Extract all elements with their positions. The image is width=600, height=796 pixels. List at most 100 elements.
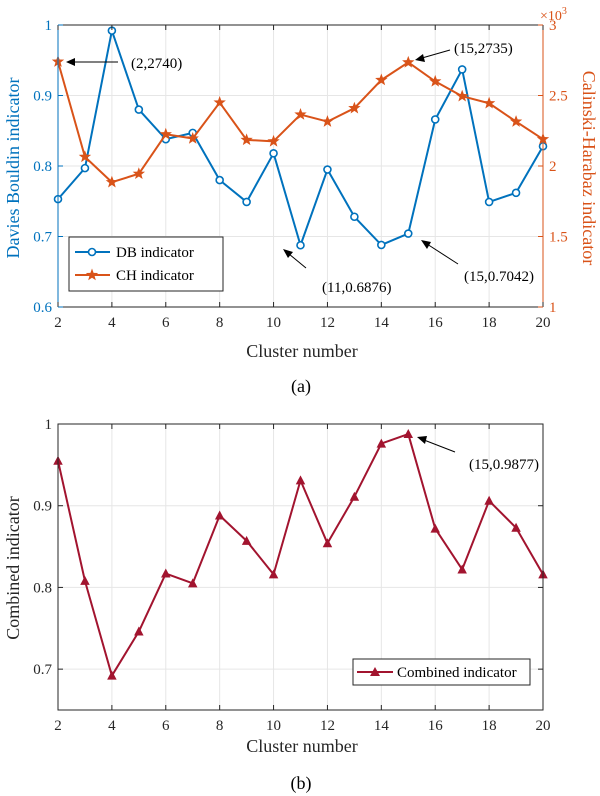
chart-a-right-y-label: Calinski-Harabaz indicator [579,71,599,265]
db-point [215,175,224,185]
right-exponent-base: ×10 [540,9,562,24]
db-point [323,165,332,174]
chart-a: 2 4 6 8 10 12 14 16 18 20 0.6 0.7 0.8 0.9 1 1 1.5 2 2.5 3… [3,6,599,397]
annotation-label-2: (15,2735) [454,41,513,57]
db-point [80,163,90,173]
ch-point [321,115,334,127]
combined-point [511,522,521,532]
db-point [511,188,521,198]
combined-point [376,438,387,448]
left-y-tick-label: 0.7 [33,230,52,246]
ch-point [402,55,415,68]
left-y-tick-label: 1 [45,18,53,34]
y-tick-label: 0.7 [33,662,52,678]
x-tick-label: 16 [428,718,444,734]
x-tick-label: 12 [320,315,335,331]
combined-point [430,523,440,533]
panel-label-b: (b) [291,773,312,794]
db-point [242,197,251,207]
combined-point [295,475,306,485]
ch-point [429,74,442,87]
right-y-tick-label: 3 [549,18,557,34]
chart-b: 2 4 6 8 10 12 14 16 18 20 0.7 0.8 0.9 1 Cluster numb… [3,417,551,794]
annotation-arrowhead-1 [66,58,75,66]
chart-a-x-label: Cluster number [246,341,357,361]
ch-point [348,101,361,114]
chart-a-left-y-label: Davies Bouldin indicator [3,78,23,259]
y-tick-label: 0.9 [33,499,52,515]
combined-point [403,429,414,439]
ch-point [267,134,280,147]
annotation-arrowhead-5 [417,436,427,444]
annotation-arrow-2 [421,49,451,59]
chart-b-y-ticks: 0.7 0.8 0.9 1 [33,417,543,678]
x-tick-label: 14 [374,315,390,331]
x-tick-label: 8 [216,718,224,734]
ch-point [105,175,119,188]
ch-point [509,115,523,127]
ch-point [482,96,496,109]
combined-point [187,578,198,588]
x-tick-label: 6 [162,718,170,734]
db-point [430,115,440,124]
legend-combined-marker [370,667,380,676]
combined-point [161,568,171,578]
left-y-tick-label: 0.6 [33,300,52,316]
x-tick-label: 4 [108,315,116,331]
combined-point [322,538,333,548]
chart-a-annotations: (2,2740) (15,2735) (11,0.6876) (15,0.704… [66,41,534,296]
x-tick-label: 14 [374,718,390,734]
db-point [457,65,467,74]
combined-point [241,535,252,545]
legend-ch-marker [85,268,99,281]
db-point [484,197,494,207]
legend-combined-label: Combined indicator [397,665,517,681]
x-tick-label: 2 [54,315,62,331]
combined-point [107,670,117,680]
legend-db-label: DB indicator [116,245,194,261]
combined-point [214,510,225,520]
annotation-arrowhead-2 [415,54,425,62]
left-y-tick-label: 0.8 [33,159,52,175]
ch-point [78,150,92,163]
right-exponent-label: ×103 [540,6,567,24]
right-y-tick-label: 1 [549,300,557,316]
x-tick-label: 10 [266,718,281,734]
combined-point [268,569,279,579]
x-tick-label: 20 [536,718,551,734]
combined-point [349,491,360,501]
ch-point [132,167,146,180]
x-tick-label: 6 [162,315,170,331]
legend-ch-star-shape [85,268,99,281]
ch-point [294,108,307,120]
chart-a-x-ticks: 2 4 6 8 10 12 14 16 18 20 [54,25,551,331]
chart-b-x-ticks: 2 4 6 8 10 12 14 16 18 20 [54,424,551,734]
x-tick-label: 10 [266,315,281,331]
left-y-tick-label: 0.9 [33,89,52,105]
db-point [134,105,144,114]
right-y-tick-label: 2.5 [549,89,568,105]
annotation-label-1: (2,2740) [131,56,182,72]
db-point [269,149,278,158]
x-tick-label: 18 [482,315,497,331]
chart-a-legend: DB indicator CH indicator [68,236,224,292]
ch-point [240,133,253,146]
combined-series [53,429,548,680]
chart-b-axes [57,423,544,711]
ch-point [455,89,469,102]
annotation-label-5: (15,0.9877) [469,457,539,473]
annotation-arrow-4 [426,243,459,265]
db-point [403,229,413,238]
annotation-arrowhead-4 [421,240,431,249]
chart-b-annotations: (15,0.9877) [417,436,539,473]
x-tick-label: 2 [54,718,62,734]
x-tick-label: 16 [428,315,444,331]
db-point [296,240,305,250]
chart-b-y-label: Combined indicator [3,496,23,639]
ch-point [213,96,226,108]
legend-box [68,236,224,292]
annotation-label-3: (11,0.6876) [322,280,391,296]
y-tick-label: 0.8 [33,580,52,596]
right-y-tick-label: 1.5 [549,230,568,246]
